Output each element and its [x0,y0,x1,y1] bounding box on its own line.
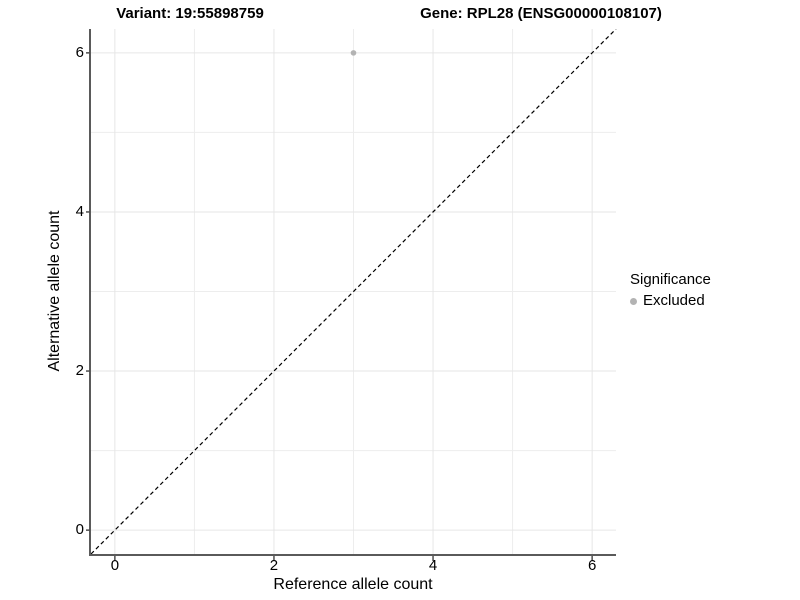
plot-panel [86,29,617,561]
legend-item-label: Excluded [643,292,705,309]
y-tick-label: 0 [75,521,84,539]
legend-title: Significance [630,271,711,288]
identity-line [90,29,617,555]
x-tick-label: 2 [269,557,279,574]
y-tick-label: 6 [75,43,84,61]
legend-point-swatch-icon [630,297,637,305]
x-tick-label: 6 [587,557,597,574]
x-axis-title: Reference allele count [273,576,433,593]
plot-title-gene: Gene: RPL28 (ENSG00000108107) [420,5,662,22]
y-tick-label: 2 [75,362,84,380]
x-tick-label: 4 [428,557,438,574]
legend-item-excluded: Excluded [630,292,711,310]
plot-title-variant: Variant: 19:55898759 [116,5,264,22]
y-axis-title: Alternative allele count [46,210,63,372]
legend: Significance Excluded [630,271,711,310]
data-point [350,50,357,56]
y-tick-label: 4 [75,202,84,220]
x-tick-label: 0 [110,557,120,574]
